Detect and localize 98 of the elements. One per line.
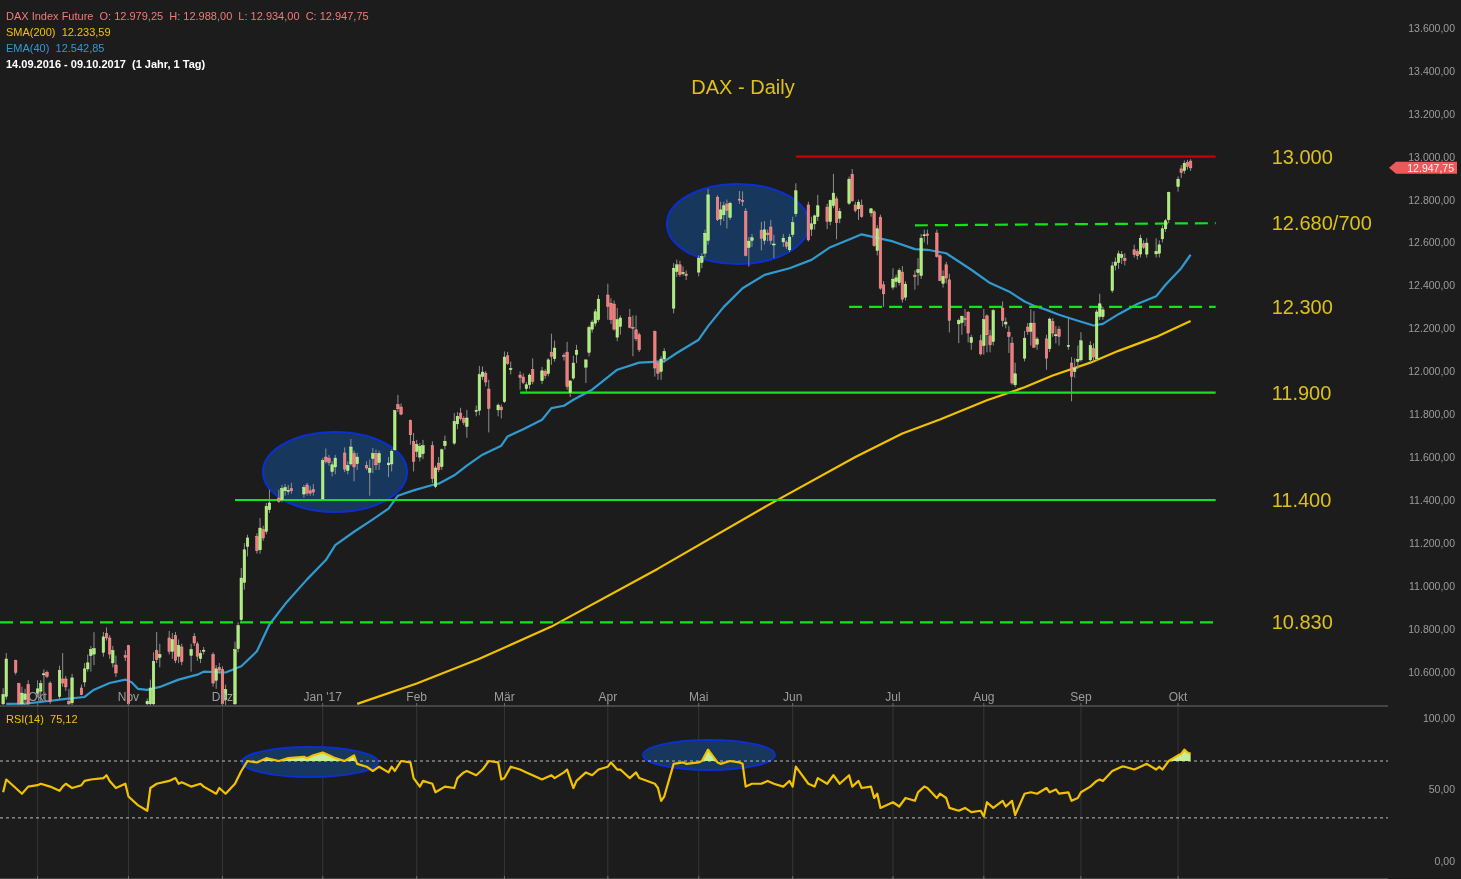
y-tick-label: 10.600,00 <box>1408 665 1456 678</box>
y-tick-label: 13.200,00 <box>1408 107 1456 120</box>
x-tick-label: Mär <box>494 690 515 704</box>
text: 12.680/700 <box>1271 212 1372 235</box>
y-tick-label: 11.800,00 <box>1409 408 1456 421</box>
candlestick <box>716 194 719 222</box>
candlestick <box>762 220 766 246</box>
text: SMA(200) 12.233,59 <box>6 26 111 38</box>
y-tick-label: 12.000,00 <box>1408 365 1456 378</box>
y-tick-label: 50,00 <box>1428 783 1456 796</box>
text: 10.830 <box>1271 611 1333 634</box>
candlestick <box>1070 356 1074 402</box>
candlestick <box>1023 330 1027 362</box>
y-tick-label: 0,00 <box>1434 854 1456 867</box>
candlestick <box>177 638 181 664</box>
candlestick <box>158 643 162 668</box>
y-tick-label: 11.000,00 <box>1409 579 1456 592</box>
candlestick <box>985 313 989 353</box>
x-tick-label: Apr <box>598 690 618 704</box>
candlestick <box>759 221 763 251</box>
candlestick <box>1176 175 1180 193</box>
y-tick-label: 11.400,00 <box>1409 493 1456 506</box>
candlestick <box>1066 317 1070 351</box>
candlestick <box>421 439 425 460</box>
candlestick <box>324 447 328 465</box>
y-tick-label: 13.400,00 <box>1408 64 1456 77</box>
text: 11.400 <box>1271 488 1332 511</box>
candlestick <box>20 686 24 706</box>
y-tick-label: 13.600,00 <box>1408 21 1456 34</box>
x-tick-label: Jun <box>783 690 803 704</box>
y-tick-label: 12.600,00 <box>1408 236 1456 249</box>
text: 14.09.2016 - 09.10.2017 (1 Jahr, 1 Tag) <box>6 58 206 70</box>
y-tick-label: 10.800,00 <box>1408 622 1456 635</box>
candlestick <box>747 236 751 268</box>
candlestick <box>371 447 375 474</box>
y-tick-label: 11.600,00 <box>1409 451 1456 464</box>
text: DAX Index Future O: 12.979,25 H: 12.988,00 L: 12.934,00 C: 12.947,75 <box>6 10 369 22</box>
y-tick-label: 12.400,00 <box>1408 279 1456 292</box>
candlestick <box>596 294 600 323</box>
line-series <box>2 748 1192 818</box>
x-tick-label: Sep <box>1070 690 1092 704</box>
candlestick <box>825 203 829 230</box>
candlestick <box>61 652 65 688</box>
candlestick <box>725 199 729 230</box>
candlestick <box>374 449 378 471</box>
x-tick-label: Jul <box>885 690 901 704</box>
candlestick <box>167 630 171 655</box>
text: 12.300 <box>1271 295 1333 318</box>
y-tick-label: 13.000,00 <box>1408 150 1456 163</box>
candlestick <box>1044 334 1048 371</box>
candlestick <box>794 182 798 218</box>
candlestick <box>418 442 422 462</box>
x-tick-label: Feb <box>406 690 428 704</box>
line-series <box>356 320 1192 705</box>
candlestick <box>891 267 895 291</box>
candlestick <box>615 307 619 342</box>
candlestick <box>155 631 159 664</box>
candlestick <box>23 688 27 706</box>
y-tick-label: 100,00 <box>1422 712 1456 725</box>
candlestick <box>903 280 907 301</box>
candlestick <box>719 201 723 226</box>
candlestick <box>101 631 105 658</box>
text: DAX - Daily <box>691 76 795 98</box>
y-tick-label: 12.800,00 <box>1408 193 1456 206</box>
candlestick <box>966 310 970 343</box>
candlestick <box>1088 340 1092 364</box>
text: 11.900 <box>1271 381 1332 404</box>
candlestick <box>26 679 30 706</box>
candlestick <box>1091 342 1095 363</box>
candlestick <box>809 216 813 237</box>
candlestick <box>180 643 184 666</box>
candlestick <box>606 283 610 321</box>
candlestick <box>189 643 193 673</box>
candlestick <box>957 318 961 344</box>
y-tick-label: 11.200,00 <box>1409 536 1456 549</box>
text: EMA(40) 12.542,85 <box>6 42 105 54</box>
x-tick-label: Mai <box>689 690 709 704</box>
candlestick <box>816 194 820 222</box>
y-tick-label: 12.200,00 <box>1408 322 1456 335</box>
candlestick <box>170 632 174 660</box>
text: 12.947,75 <box>1407 161 1455 174</box>
candlestick <box>396 394 400 413</box>
candlestick <box>333 454 337 475</box>
text: 13.000 <box>1271 145 1333 168</box>
candlestick <box>1057 325 1061 346</box>
candlestick <box>549 333 553 366</box>
candlestick <box>531 357 535 385</box>
candlestick <box>860 199 864 219</box>
x-tick-label: Aug <box>973 690 995 704</box>
candlestick <box>631 314 635 357</box>
candlestick <box>48 680 52 705</box>
candlestick <box>1035 336 1039 351</box>
text: RSI(14) 75,12 <box>6 713 78 725</box>
candlestick <box>584 359 588 384</box>
x-tick-label: Okt <box>1168 690 1189 704</box>
candlestick <box>277 489 281 504</box>
x-tick-label: Jan '17 <box>303 690 343 704</box>
candlestick <box>377 450 381 471</box>
